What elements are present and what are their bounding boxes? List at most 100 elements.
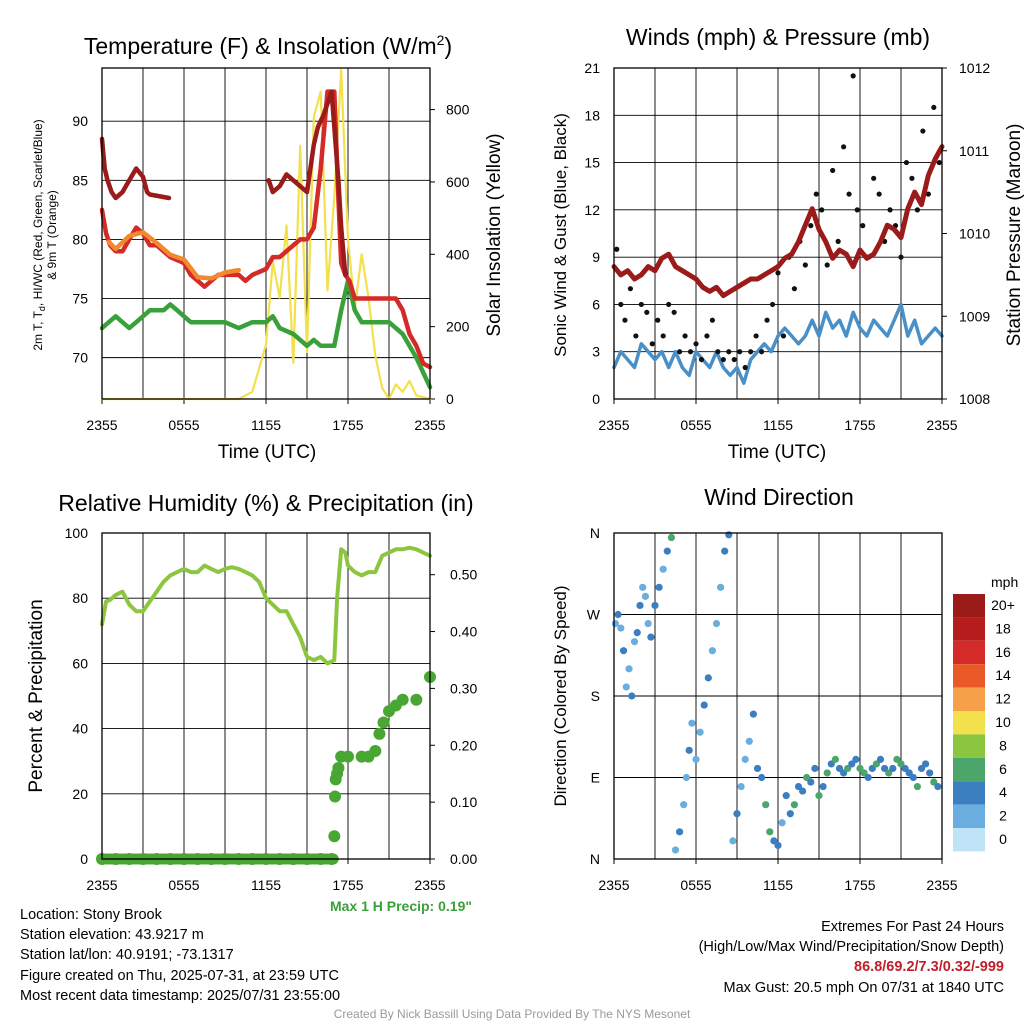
precip-point (328, 830, 341, 843)
direction-point (622, 683, 630, 691)
legend-swatch (953, 664, 985, 688)
temp-series-line (99, 89, 433, 370)
gust-point (830, 167, 836, 174)
gust-point (791, 286, 798, 292)
gust-point (614, 246, 620, 252)
direction-point (782, 792, 790, 800)
precip-point (332, 762, 345, 775)
panel-1-grid (611, 67, 947, 404)
gust-point (925, 191, 931, 197)
wind-xlabel: Time (UTC) (728, 442, 827, 463)
gust-point (687, 349, 694, 355)
direction-point (696, 728, 704, 736)
direction-point (922, 760, 930, 768)
direction-point (676, 828, 684, 836)
y-tick-label: 70 (72, 350, 88, 366)
direction-point (667, 533, 676, 542)
y2-tick-label: 1011 (959, 143, 989, 159)
y2-tick-label: 200 (446, 319, 470, 335)
plot-frame (101, 532, 431, 860)
precip-point (410, 693, 423, 706)
credit-text: Created By Nick Bassill Using Data Provi… (333, 1007, 691, 1021)
temp-series-line (106, 230, 241, 281)
recent-text: Most recent data timestamp: 2025/07/31 2… (20, 987, 341, 1004)
legend-label: 16 (995, 644, 1011, 660)
temp-ylabel-line2: & 9m T (Orange) (45, 190, 59, 280)
direction-point (659, 565, 667, 573)
y2-tick-label: 0.10 (450, 794, 477, 810)
direction-point (721, 547, 729, 555)
gust-point (666, 301, 672, 308)
direction-point (745, 737, 753, 745)
elevation-text: Station elevation: 43.9217 m (20, 927, 204, 944)
gust-point (936, 159, 942, 166)
direction-point (636, 601, 644, 610)
direction-point (864, 773, 872, 782)
direction-point (682, 773, 691, 782)
wind-ylabel-right: Station Pressure (Maroon) (1004, 124, 1024, 347)
legend-label: 20+ (991, 597, 1015, 613)
direction-point (790, 801, 799, 809)
temp-ylabel-right: Solar Insolation (Yellow) (484, 133, 505, 336)
y2-tick-label: 0.30 (450, 680, 477, 696)
legend-label: 6 (999, 761, 1007, 777)
gust-point (854, 207, 860, 213)
gust-point (769, 301, 776, 308)
gust-point (649, 341, 655, 347)
plot-frame (613, 532, 943, 860)
y-tick-label: W (587, 607, 601, 623)
gust-point (682, 333, 688, 339)
temp-ylabel: 2m T, Td, HI/WC (Red, Green, Scarlet/Blu… (31, 119, 47, 350)
x-tick-label: 2355 (598, 877, 629, 893)
y-tick-label: 75 (72, 291, 88, 307)
y-tick-label: 0 (80, 851, 88, 867)
direction-point (852, 755, 860, 763)
legend-swatch (953, 734, 985, 758)
y2-tick-label: 0.20 (450, 737, 477, 753)
gust-point (618, 301, 624, 308)
x-tick-label: 0555 (168, 877, 199, 893)
direction-point (926, 769, 934, 777)
legend-swatch (953, 640, 985, 665)
direction-point (934, 782, 942, 791)
x-tick-label: 1755 (844, 417, 875, 433)
direction-point (749, 710, 758, 718)
temp-series-line (99, 136, 172, 201)
direction-point (807, 778, 815, 786)
precip-point (373, 727, 386, 740)
temp-series-line (266, 89, 348, 278)
legend-label: 14 (995, 667, 1011, 683)
direction-point (778, 819, 786, 827)
gust-point (813, 191, 819, 197)
direction-point (685, 746, 693, 754)
gust-point (846, 191, 852, 197)
gust-point (709, 317, 716, 323)
gust-point (627, 286, 634, 292)
y-tick-label: N (590, 525, 600, 541)
direction-point (717, 583, 725, 591)
direction-point (692, 755, 700, 763)
direction-point (708, 647, 717, 655)
y2-tick-label: 0.40 (450, 624, 477, 640)
wind-title: Winds (mph) & Pressure (mb) (626, 24, 930, 50)
plot-frame (101, 67, 431, 400)
legend-label: 12 (995, 691, 1011, 707)
direction-point (815, 792, 823, 800)
y-tick-label: 40 (72, 721, 88, 737)
direction-point (680, 801, 688, 809)
x-tick-label: 0555 (680, 417, 711, 433)
rh-title: Relative Humidity (%) & Precipitation (i… (58, 490, 473, 516)
y-tick-label: 12 (584, 202, 600, 218)
location-text: Location: Stony Brook (20, 907, 162, 923)
direction-point (799, 787, 807, 795)
precip-point (329, 790, 342, 803)
x-tick-label: 2355 (86, 417, 117, 433)
direction-point (823, 769, 831, 777)
gust-point (903, 159, 910, 166)
temp-series-line (99, 278, 433, 390)
legend-label: 18 (995, 620, 1011, 636)
gust-point (775, 270, 781, 276)
gust-point (808, 223, 814, 229)
direction-point (737, 782, 745, 791)
